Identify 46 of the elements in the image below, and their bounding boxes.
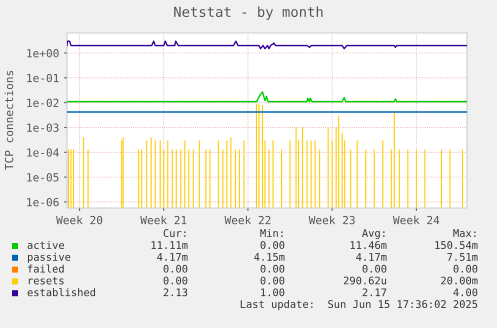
line-series	[67, 40, 467, 50]
x-tick-label: Week 21	[140, 216, 186, 224]
text: 0.00	[164, 276, 188, 284]
text: 150.54m	[435, 241, 478, 250]
legend-label: failed	[28, 264, 64, 273]
text: 11.11m	[152, 241, 188, 249]
text: Avg:	[362, 229, 384, 240]
legend-label: active	[28, 240, 64, 250]
x-tick-label: Week 22	[224, 216, 270, 224]
text: 4.17m	[157, 253, 188, 261]
text: 20.00m	[441, 276, 478, 284]
y-tick-label: 1e-02	[27, 98, 58, 108]
y-tick-label: 1e-05	[27, 173, 58, 182]
y-tick-label: 1e-01	[27, 74, 59, 82]
text: 4.17m	[356, 253, 387, 261]
text: 0.00	[164, 264, 188, 273]
text: 0.00	[260, 241, 284, 250]
y-tick-label: 1e-04	[27, 148, 59, 157]
text: 0.00	[260, 276, 284, 284]
text: 1.00	[261, 288, 284, 296]
text: Max:	[453, 229, 476, 238]
text: 0.00	[454, 264, 478, 273]
chart-title: Netstat - by month	[174, 6, 323, 20]
legend-label: resets	[28, 276, 64, 284]
text: Min:	[260, 228, 282, 237]
text: 4.15m	[254, 253, 285, 261]
y-tick-label: 1e-03	[27, 123, 59, 132]
text: 290.62u	[344, 276, 386, 284]
text: 2.13	[164, 288, 188, 296]
text: 0.00	[362, 264, 386, 273]
x-tick-label: Week 24	[392, 216, 440, 224]
text: 0.00	[260, 264, 284, 273]
y-tick-label: 1e-06	[27, 198, 59, 206]
text: 7.51m	[447, 253, 478, 261]
line-series	[67, 91, 467, 102]
text: 11.46m	[350, 241, 387, 250]
y-tick-label: 1e+00	[27, 49, 59, 58]
y-axis-title: TCP connections	[4, 70, 14, 170]
text: Last update: Sun Jun 15 17:36:02 2025	[240, 300, 478, 310]
text: 2.17	[362, 288, 386, 296]
text: Cur:	[164, 229, 186, 238]
text: 4.00	[453, 288, 478, 296]
x-tick-label: Week 23	[308, 216, 355, 224]
legend-label: passive	[28, 252, 70, 263]
x-tick-label: Week 20	[56, 216, 102, 224]
legend-label: established	[28, 288, 96, 296]
